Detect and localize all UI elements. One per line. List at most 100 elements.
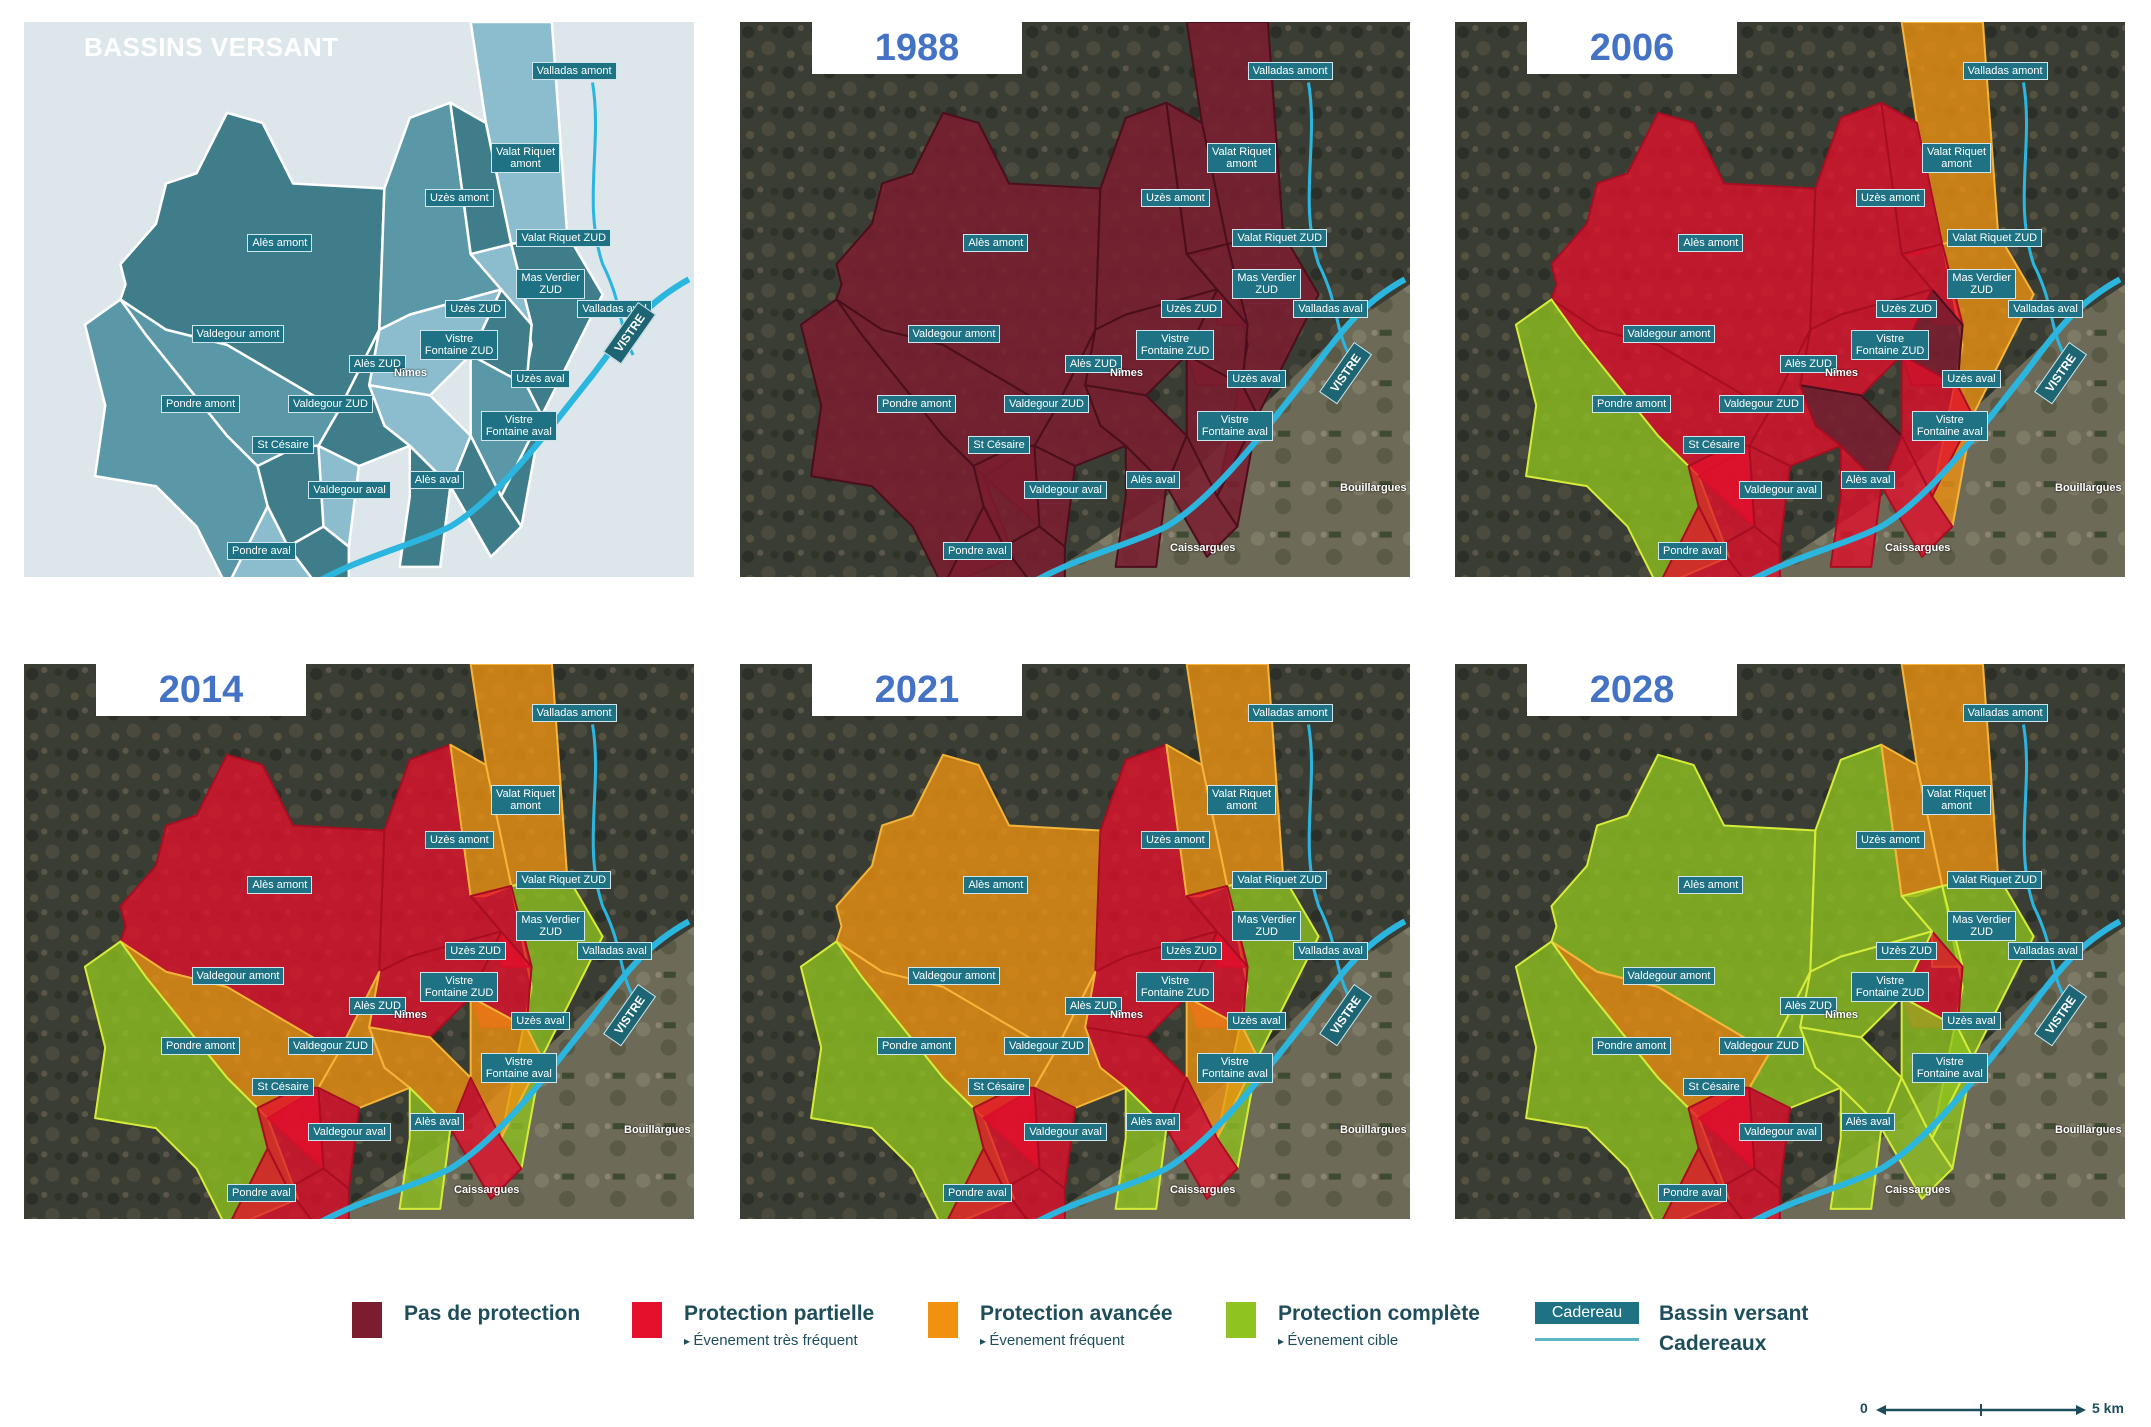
overview-map-panel: BASSINS VERSANT Valladas amont Valat Riqu…: [24, 22, 694, 577]
basin-label-valladas-amont: Valladas amont: [1962, 62, 2048, 81]
overview-label-valdegour-amont: Valdegour amont: [191, 324, 285, 343]
basin-label-valdegour-aval: Valdegour aval: [1739, 481, 1822, 500]
basin-label-valdegour-aval: Valdegour aval: [308, 1123, 391, 1142]
basin-label-valdegour-aval: Valdegour aval: [1024, 1123, 1107, 1142]
basin-label-mas-verdier-zud: Mas Verdier ZUD: [1232, 269, 1302, 300]
basin-label-valdegour-zud: Valdegour ZUD: [287, 1037, 373, 1056]
overview-title: BASSINS VERSANT: [84, 32, 339, 62]
basin-label-st-cesaire: St Césaire: [252, 1077, 314, 1096]
scale-arrow-icon: [1876, 1404, 2086, 1416]
town-nimes: Nîmes: [1825, 367, 1859, 379]
basin-label-uzes-amont: Uzès amont: [424, 830, 494, 849]
basin-label-valladas-aval: Valladas aval: [1293, 299, 1368, 318]
scale-end: 5 km: [2092, 1400, 2124, 1416]
basin-label-valat-riquet-amont: Valat Riquet amont: [1921, 785, 1992, 816]
overview-label-ales-zud: Alès ZUD: [348, 355, 406, 373]
legend-label: Protection avancée: [980, 1302, 1173, 1325]
basin-label-pondre-amont: Pondre amont: [1592, 395, 1672, 414]
swatch-protection-avancee: [928, 1302, 958, 1338]
overview-label-uzes-aval: Uzès aval: [511, 370, 570, 389]
overview-label-st-cesaire: St Césaire: [252, 435, 314, 454]
basin-label-vistre-fontaine-zud: Vistre Fontaine ZUD: [1850, 971, 1930, 1002]
basin-label-uzes-zud: Uzès ZUD: [1876, 941, 1938, 960]
basin-label-vistre-fontaine-aval: Vistre Fontaine aval: [1911, 1052, 1988, 1083]
basin-label-ales-amont: Alès amont: [247, 875, 313, 894]
basin-label-valdegour-zud: Valdegour ZUD: [1003, 1037, 1089, 1056]
overview-label-valdegour-zud: Valdegour ZUD: [287, 395, 373, 414]
legend-item-cadereau: Cadereau Bassin versant Cadereaux: [1535, 1302, 1808, 1356]
basin-label-uzes-zud: Uzès ZUD: [1161, 941, 1223, 960]
basin-label-uzes-aval: Uzès aval: [1227, 370, 1286, 389]
basin-label-mas-verdier-zud: Mas Verdier ZUD: [1947, 911, 2017, 942]
town-nimes: Nîmes: [1825, 1009, 1859, 1021]
town-nimes: Nîmes: [394, 1009, 428, 1021]
overview-label-uzes-amont: Uzès amont: [424, 188, 494, 207]
basin-label-valladas-aval: Valladas aval: [2008, 941, 2083, 960]
basin-label-uzes-aval: Uzès aval: [1942, 1012, 2001, 1031]
basin-label-ales-amont: Alès amont: [1678, 233, 1744, 252]
basin-label-valat-riquet-amont: Valat Riquet amont: [490, 785, 561, 816]
overview-label-ales-aval: Alès aval: [409, 471, 465, 490]
vistre-river: [1036, 918, 1407, 1219]
basin-label-ales-aval: Alès aval: [1840, 471, 1896, 490]
overview-label-ales-amont: Alès amont: [247, 233, 313, 252]
basin-label-valladas-amont: Valladas amont: [1247, 704, 1333, 723]
basin-label-pondre-amont: Pondre amont: [161, 1037, 241, 1056]
basin-label-valladas-aval: Valladas aval: [1293, 941, 1368, 960]
legend-cadereaux: Cadereaux: [1659, 1332, 1767, 1355]
map-panel-2028: 2028 Valladas amont Valat Riquet amont Uzès…: [1455, 664, 2125, 1219]
year-label: 2006: [1527, 22, 1737, 74]
town-bouillargues: Bouillargues: [1340, 1124, 1407, 1136]
scale-start: 0: [1860, 1400, 1868, 1416]
overview-label-mas-verdier-zud: Mas Verdier ZUD: [516, 269, 586, 300]
basin-label-ales-amont: Alès amont: [1678, 875, 1744, 894]
legend-item-none: Pas de protection: [352, 1302, 580, 1338]
basin-label-valdegour-zud: Valdegour ZUD: [1718, 395, 1804, 414]
legend-label: Protection complète: [1278, 1302, 1480, 1325]
basin-label-valat-riquet-zud: Valat Riquet ZUD: [1947, 870, 2043, 889]
town-caissargues: Caissargues: [1885, 1184, 1951, 1196]
basin-label-pondre-aval: Pondre aval: [943, 1183, 1012, 1202]
legend-sublabel: Évenement fréquent: [980, 1330, 1173, 1352]
basin-label-ales-aval: Alès aval: [1125, 1113, 1181, 1132]
cadereau-label-sample: Cadereau: [1535, 1302, 1639, 1324]
overview-map: [83, 22, 691, 577]
town-caissargues: Caissargues: [1885, 542, 1951, 554]
basin-label-pondre-amont: Pondre amont: [877, 1037, 957, 1056]
basin-label-valdegour-aval: Valdegour aval: [1739, 1123, 1822, 1142]
basin-label-valat-riquet-zud: Valat Riquet ZUD: [1947, 228, 2043, 247]
cadereaux-line-sample: [1535, 1338, 1639, 1341]
swatch-protection-partielle: [632, 1302, 662, 1338]
basin-label-valat-riquet-zud: Valat Riquet ZUD: [1232, 870, 1328, 889]
overview-label-valat-riquet-amont: Valat Riquet amont: [490, 143, 561, 174]
town-caissargues: Caissargues: [1170, 1184, 1236, 1196]
basin-label-ales-amont: Alès amont: [963, 875, 1029, 894]
legend-item-partial: Protection partielle Évenement très fréqu…: [632, 1302, 874, 1352]
overview-label-pondre-amont: Pondre amont: [161, 395, 241, 414]
town-nimes: Nîmes: [1110, 367, 1144, 379]
basin-label-valat-riquet-amont: Valat Riquet amont: [1921, 143, 1992, 174]
basin-label-pondre-aval: Pondre aval: [943, 541, 1012, 560]
basin-label-valat-riquet-amont: Valat Riquet amont: [1206, 143, 1277, 174]
basin-label-valdegour-zud: Valdegour ZUD: [1003, 395, 1089, 414]
basin-label-valdegour-amont: Valdegour amont: [1622, 966, 1716, 985]
basin-label-pondre-amont: Pondre amont: [877, 395, 957, 414]
basin-label-mas-verdier-zud: Mas Verdier ZUD: [1232, 911, 1302, 942]
basin-label-vistre-fontaine-aval: Vistre Fontaine aval: [1196, 410, 1273, 441]
overview-town-nimes: Nîmes: [394, 367, 428, 379]
basin-label-pondre-aval: Pondre aval: [1658, 541, 1727, 560]
basin-label-ales-aval: Alès aval: [1125, 471, 1181, 490]
basin-label-valat-riquet-amont: Valat Riquet amont: [1206, 785, 1277, 816]
legend: Pas de protection Protection partielle Év…: [0, 1290, 2151, 1360]
overview-label-vistre-fontaine-aval: Vistre Fontaine aval: [480, 410, 557, 441]
basin-label-ales-zud: Alès ZUD: [1064, 355, 1122, 373]
town-bouillargues: Bouillargues: [624, 1124, 691, 1136]
basin-label-vistre-fontaine-aval: Vistre Fontaine aval: [480, 1052, 557, 1083]
vistre-river: [1751, 276, 2122, 577]
basin-label-vistre-fontaine-aval: Vistre Fontaine aval: [1196, 1052, 1273, 1083]
basin-label-uzes-aval: Uzès aval: [1227, 1012, 1286, 1031]
legend-label: Pas de protection: [404, 1302, 581, 1325]
basin-label-valdegour-amont: Valdegour amont: [1622, 324, 1716, 343]
basin-label-pondre-aval: Pondre aval: [1658, 1183, 1727, 1202]
basin-label-valdegour-amont: Valdegour amont: [907, 324, 1001, 343]
